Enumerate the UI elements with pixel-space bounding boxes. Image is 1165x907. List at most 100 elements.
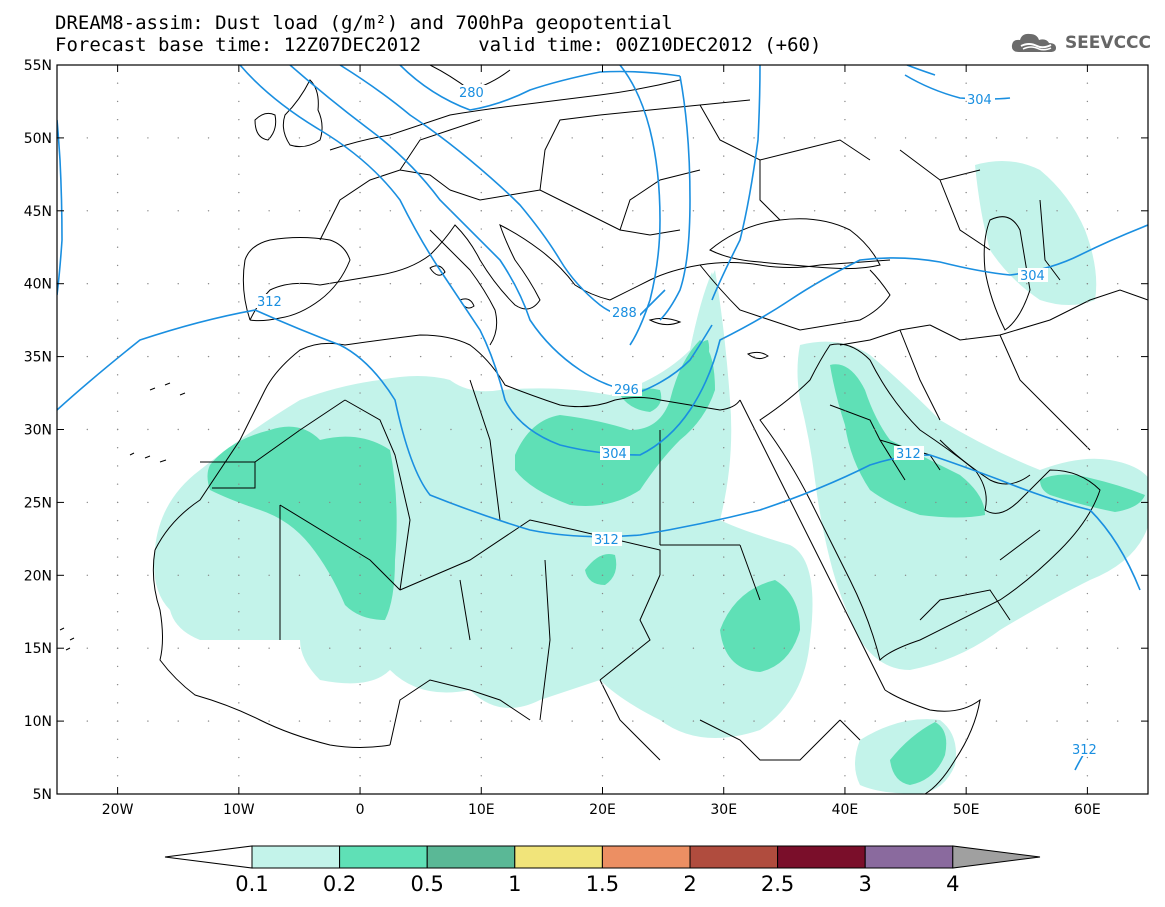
graticule-dot	[783, 283, 786, 285]
graticule-dot	[207, 501, 210, 504]
graticule-dot	[965, 647, 967, 649]
graticule-dot	[1056, 574, 1058, 576]
graticule-dot	[1056, 355, 1058, 358]
graticule-dot	[965, 319, 967, 321]
graticule-dot	[844, 155, 846, 157]
graticule-dot	[1086, 246, 1089, 248]
graticule-dot	[480, 82, 482, 84]
graticule-dot	[844, 428, 846, 431]
graticule-dot	[238, 647, 240, 649]
graticule-dot	[1086, 283, 1089, 285]
graticule-dot	[480, 392, 482, 394]
graticule-dot	[995, 720, 998, 722]
graticule-dot	[844, 483, 846, 485]
graticule-dot	[1026, 720, 1028, 722]
graticule-dot	[1026, 355, 1028, 358]
graticule-dot	[298, 720, 301, 722]
graticule-dot	[86, 501, 89, 504]
graticule-dot	[359, 447, 361, 449]
graticule-dot	[662, 720, 664, 722]
graticule-dot	[238, 137, 240, 139]
graticule-dot	[965, 410, 967, 412]
graticule-dot	[541, 574, 543, 576]
graticule-dot	[298, 210, 301, 212]
graticule-dot	[177, 428, 179, 431]
graticule-dot	[116, 118, 119, 121]
graticule-dot	[480, 337, 482, 340]
graticule-dot	[116, 665, 119, 668]
lon-tick-label: 10E	[468, 802, 495, 818]
colorbar-swatch	[514, 845, 603, 869]
graticule-dot	[753, 574, 755, 576]
contour-labels: 280 288 296 304 312 304 312 304 312 312	[255, 85, 1100, 758]
graticule-dot	[844, 355, 846, 358]
graticule-dot	[783, 574, 786, 576]
graticule-dot	[844, 191, 846, 194]
graticule-dot	[86, 720, 89, 722]
graticule-dot	[86, 283, 89, 285]
graticule-dot	[359, 155, 361, 157]
graticule-dot	[601, 392, 604, 394]
graticule-dot	[359, 702, 361, 704]
graticule-dot	[116, 756, 119, 759]
graticule-dot	[813, 647, 816, 649]
graticule-dot	[723, 264, 725, 267]
graticule-dot	[268, 501, 270, 504]
graticule-dot	[844, 683, 846, 686]
graticule-dot	[874, 428, 876, 431]
graticule-dot	[480, 629, 482, 631]
graticule-dot	[147, 210, 149, 212]
graticule-dot	[1086, 665, 1089, 668]
graticule-dot	[844, 447, 846, 449]
graticule-dot	[904, 355, 907, 358]
graticule-dot	[965, 137, 967, 139]
graticule-dot	[844, 392, 846, 394]
graticule-dot	[480, 137, 482, 139]
graticule-dot	[480, 283, 482, 285]
graticule-dot	[329, 501, 331, 504]
graticule-dot	[935, 720, 937, 722]
graticule-dot	[844, 720, 846, 722]
graticule-dot	[844, 210, 846, 212]
graticule-dot	[238, 410, 240, 412]
graticule-dot	[207, 720, 210, 722]
lat-tick-label: 55N	[24, 58, 52, 74]
graticule-dot	[1086, 447, 1089, 449]
graticule-dot	[359, 665, 361, 668]
colorbar-label: 1	[508, 872, 521, 896]
contour-label: 312	[896, 447, 921, 462]
graticule-dot	[601, 246, 604, 248]
graticule-dot	[965, 228, 967, 230]
graticule-dot	[359, 720, 361, 722]
graticule-dot	[480, 702, 482, 704]
graticule-dot	[844, 519, 846, 522]
graticule-dot	[147, 428, 149, 431]
graticule-dot	[1116, 501, 1119, 504]
graticule-dot	[995, 137, 998, 139]
colorbar-label: 0.5	[410, 872, 443, 896]
graticule-dot	[238, 246, 240, 248]
graticule-dot	[419, 283, 422, 285]
graticule-dot	[1086, 264, 1089, 267]
graticule-dot	[1086, 647, 1089, 649]
contour-label: 304	[602, 447, 627, 462]
graticule-dot	[116, 611, 119, 613]
graticule-dot	[116, 483, 119, 485]
graticule-dot	[783, 210, 786, 212]
contour-label: 296	[614, 383, 639, 398]
graticule-dot	[480, 100, 482, 103]
graticule-dot	[965, 283, 967, 285]
graticule-dot	[359, 738, 361, 741]
graticule-dot	[238, 465, 240, 467]
graticule-dot	[359, 501, 361, 504]
graticule-dot	[601, 319, 604, 321]
graticule-dot	[935, 647, 937, 649]
graticule-dot	[723, 301, 725, 303]
graticule-dot	[844, 611, 846, 613]
graticule-dot	[723, 392, 725, 394]
contour-label: 304	[967, 93, 992, 108]
graticule-dot	[389, 501, 392, 504]
graticule-dot	[86, 428, 89, 431]
lon-tick-label: 20W	[102, 802, 134, 818]
graticule-dot	[753, 720, 755, 722]
